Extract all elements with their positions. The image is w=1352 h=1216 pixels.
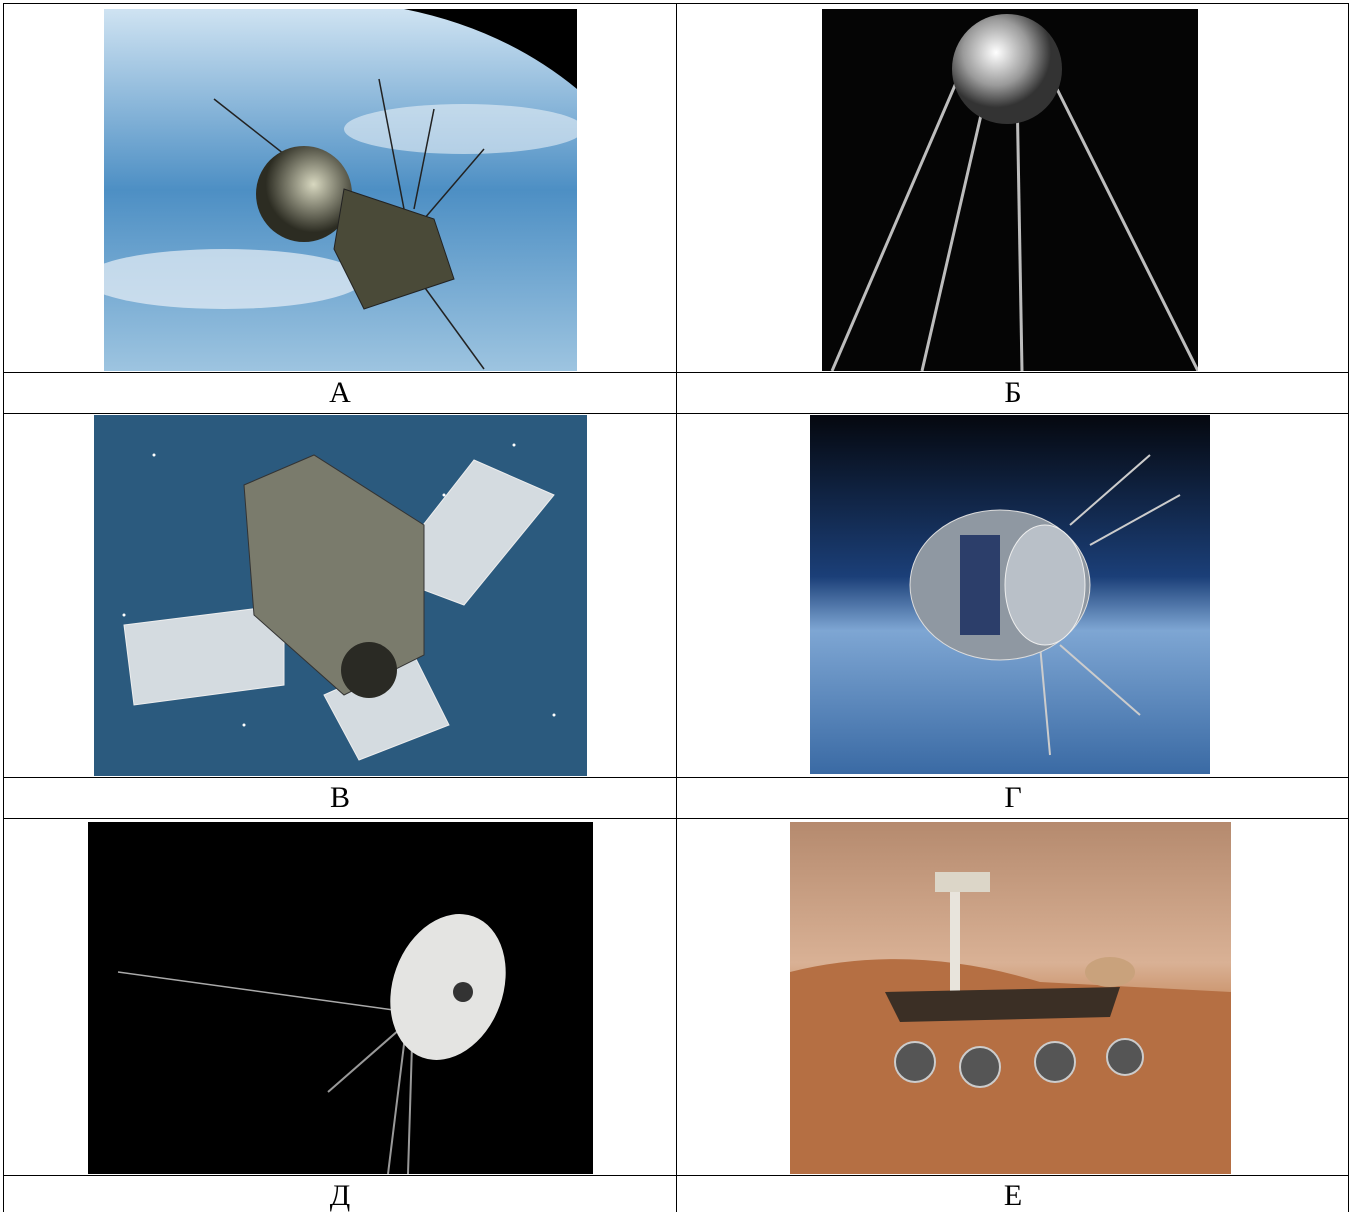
caption: Б: [677, 373, 1349, 413]
image: [822, 9, 1198, 371]
caption: А: [4, 373, 676, 413]
image: [810, 415, 1210, 774]
caption: Д: [4, 1176, 676, 1216]
image: [88, 822, 593, 1174]
caption: Г: [677, 778, 1349, 818]
image: [104, 9, 577, 371]
rule: [1348, 3, 1349, 1212]
image: [94, 415, 587, 776]
rule: [3, 3, 4, 1212]
image: [790, 822, 1231, 1174]
caption: В: [4, 778, 676, 818]
page: А Б В Г Д Е (() => { const data = JSON.p…: [0, 0, 1352, 1212]
caption: Е: [677, 1176, 1349, 1216]
rule: [676, 3, 677, 1212]
